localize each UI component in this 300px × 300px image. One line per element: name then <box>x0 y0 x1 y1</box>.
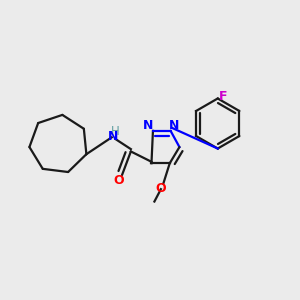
Text: N: N <box>169 119 179 132</box>
Text: O: O <box>155 182 166 195</box>
Text: O: O <box>113 174 124 188</box>
Text: H: H <box>111 125 119 138</box>
Text: N: N <box>108 130 119 143</box>
Text: N: N <box>143 119 154 132</box>
Text: F: F <box>219 90 227 103</box>
